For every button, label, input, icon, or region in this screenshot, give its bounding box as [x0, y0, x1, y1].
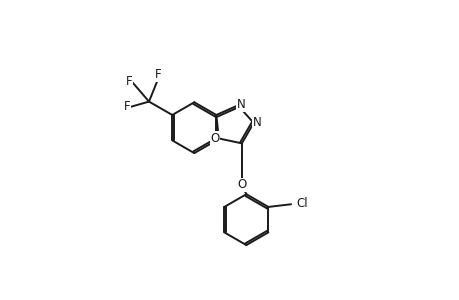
Text: N: N: [252, 116, 261, 128]
Text: F: F: [123, 100, 130, 113]
Text: O: O: [210, 132, 219, 145]
Text: F: F: [126, 75, 132, 88]
Text: N: N: [236, 98, 245, 111]
Text: Cl: Cl: [296, 197, 308, 210]
Text: F: F: [155, 68, 161, 81]
Text: O: O: [237, 178, 246, 191]
